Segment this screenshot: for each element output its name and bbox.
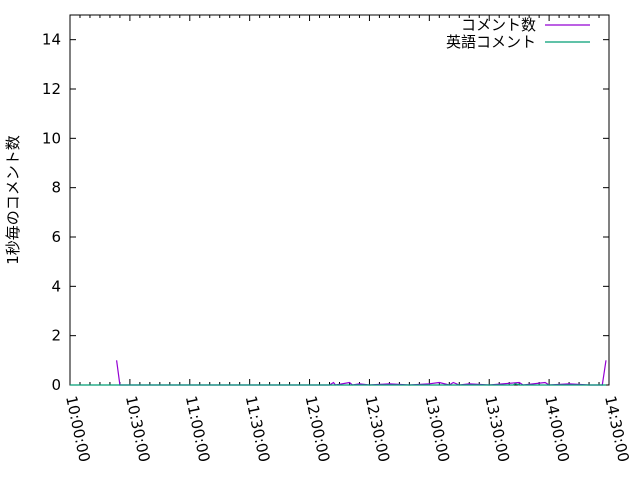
legend: コメント数 英語コメント — [446, 16, 536, 51]
y-tick-label: 8 — [51, 179, 61, 197]
y-tick-label: 2 — [51, 327, 61, 345]
series-line-1 — [70, 383, 606, 386]
x-tick-label: 12:30:00 — [362, 394, 394, 464]
y-tick-label: 10 — [42, 129, 61, 147]
x-tick-label: 12:00:00 — [302, 394, 334, 464]
x-tick-label: 13:00:00 — [421, 394, 453, 464]
y-tick-label: 4 — [51, 277, 61, 295]
y-axis-label: 1秒毎のコメント数 — [4, 135, 22, 265]
y-tick-label: 12 — [42, 80, 61, 98]
x-tick-label: 14:00:00 — [541, 394, 573, 464]
legend-label-1: 英語コメント — [446, 33, 536, 51]
y-tick-label: 6 — [51, 228, 61, 246]
x-tick-label: 10:00:00 — [62, 394, 94, 464]
x-tick-label: 11:30:00 — [242, 394, 274, 464]
series-line-0 — [116, 360, 607, 386]
plot-frame — [69, 14, 610, 386]
x-tick-label: 11:00:00 — [182, 394, 214, 464]
x-tick-label: 14:30:00 — [601, 394, 633, 464]
x-tick-label: 13:30:00 — [481, 394, 513, 464]
y-tick-label: 0 — [51, 376, 61, 394]
legend-label-0: コメント数 — [461, 16, 536, 34]
y-tick-label: 14 — [42, 31, 61, 49]
x-tick-label: 10:30:00 — [122, 394, 154, 464]
